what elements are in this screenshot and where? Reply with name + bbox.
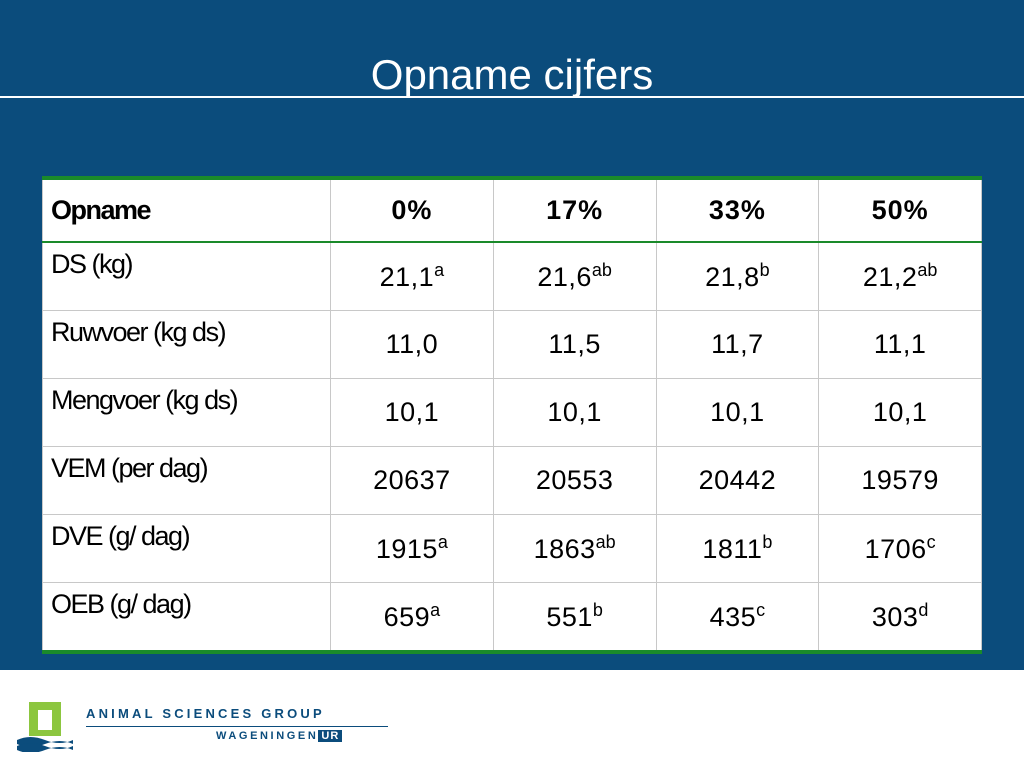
table-header-row: Opname 0% 17% 33% 50% (42, 177, 982, 243)
table-cell: 1811b (655, 514, 820, 583)
cell-value: 20553 (535, 465, 614, 495)
table-cell: 11,7 (655, 310, 820, 379)
table-row: Mengvoer (kg ds) 10,1 10,1 10,1 10,1 (42, 378, 982, 447)
table-cell: 21,6ab (492, 241, 657, 311)
significance-letter: ab (591, 260, 612, 280)
cell-value: 20637 (373, 465, 451, 495)
significance-letter: a (437, 532, 448, 552)
table-cell: 20442 (655, 446, 820, 515)
table-cell: 10,1 (330, 378, 494, 447)
table-body: DS (kg) 21,1a 21,6ab 21,8b 21,2ab Ruwvoer (kg… (42, 241, 982, 653)
cell-value: 1811 (702, 534, 763, 564)
table-cell: 10,1 (655, 378, 820, 447)
table-cell: 303d (818, 582, 982, 653)
table-cell: 10,1 (818, 378, 982, 447)
row-label: Ruwvoer (kg ds) (42, 310, 331, 379)
table-cell: 1706c (818, 514, 982, 583)
table-cell: 551b (492, 582, 657, 653)
row-label: Mengvoer (kg ds) (42, 378, 331, 447)
cell-value: 21,2 (862, 262, 918, 292)
table-cell: 1863ab (492, 514, 657, 583)
table-cell: 19579 (818, 446, 982, 515)
significance-letter: c (926, 532, 936, 552)
cell-value: 659 (383, 602, 431, 632)
cell-value: 10,1 (710, 397, 765, 427)
column-header: Opname (42, 177, 331, 243)
cell-value: 21,8 (705, 262, 760, 292)
brand-subname: WAGENINGEN UR (216, 730, 343, 742)
table-row: VEM (per dag) 20637 20553 20442 19579 (42, 446, 982, 515)
cell-value: 10,1 (384, 397, 440, 427)
cell-value: 1863 (533, 534, 596, 564)
significance-letter: a (434, 260, 445, 280)
column-header: 50% (818, 177, 982, 243)
table-row: Ruwvoer (kg ds) 11,0 11,5 11,7 11,1 (42, 310, 982, 379)
cell-value: 11,7 (711, 329, 764, 359)
title-divider (0, 96, 1024, 98)
wageningen-ur-logo-icon (15, 700, 75, 752)
brand-divider (86, 726, 388, 727)
slide-title: Opname cijfers (370, 51, 654, 98)
table-cell: 20553 (492, 446, 657, 515)
cell-value: 551 (546, 602, 593, 632)
table-cell: 10,1 (492, 378, 657, 447)
row-label: DS (kg) (42, 241, 331, 311)
table-cell: 21,1a (330, 241, 494, 311)
cell-value: 1915 (375, 534, 438, 564)
table-cell: 21,8b (655, 241, 820, 311)
cell-value: 1706 (864, 534, 927, 564)
cell-value: 21,6 (537, 262, 592, 292)
table-cell: 21,2ab (818, 241, 982, 311)
significance-letter: d (918, 600, 929, 620)
column-header: 33% (655, 177, 820, 243)
brand-name: ANIMAL SCIENCES GROUP (86, 706, 325, 721)
row-label: VEM (per dag) (42, 446, 331, 515)
table-row: DS (kg) 21,1a 21,6ab 21,8b 21,2ab (42, 241, 982, 311)
cell-value: 21,1 (379, 262, 435, 292)
table-cell: 659a (330, 582, 494, 653)
table-cell: 1915a (330, 514, 494, 583)
cell-value: 19579 (861, 465, 939, 495)
column-header: 0% (330, 177, 494, 243)
significance-letter: ab (595, 532, 616, 552)
table-row: OEB (g/ dag) 659a 551b 435c 303d (42, 582, 982, 653)
significance-letter: b (759, 260, 770, 280)
cell-value: 11,0 (385, 329, 439, 359)
cell-value: 20442 (698, 465, 777, 495)
cell-value: 11,5 (548, 329, 601, 359)
table-cell: 435c (655, 582, 820, 653)
cell-value: 11,1 (873, 329, 927, 359)
table-cell: 11,5 (492, 310, 657, 379)
intake-table: Opname 0% 17% 33% 50% DS (kg) 21,1a 21,6ab… (42, 176, 982, 654)
table-cell: 20637 (330, 446, 494, 515)
significance-letter: a (430, 600, 441, 620)
cell-value: 10,1 (547, 397, 602, 427)
row-label: OEB (g/ dag) (42, 582, 331, 653)
cell-value: 435 (709, 602, 757, 632)
significance-letter: b (592, 600, 603, 620)
cell-value: 10,1 (872, 397, 928, 427)
table-cell: 11,1 (818, 310, 982, 379)
significance-letter: c (756, 600, 766, 620)
table-cell: 11,0 (330, 310, 494, 379)
significance-letter: ab (917, 260, 938, 280)
significance-letter: b (762, 532, 773, 552)
column-header: 17% (492, 177, 657, 243)
row-label: DVE (g/ dag) (42, 514, 331, 583)
table-row: DVE (g/ dag) 1915a 1863ab 1811b 1706c (42, 514, 982, 583)
cell-value: 303 (871, 602, 919, 632)
brand-ur-badge: UR (318, 730, 343, 742)
brand-wageningen: WAGENINGEN (216, 730, 319, 742)
